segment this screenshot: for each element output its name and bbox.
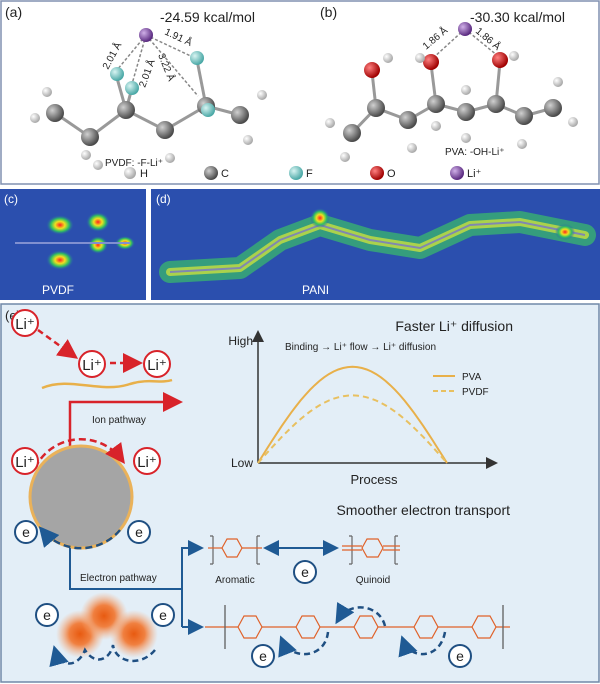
series-line-pvdf — [257, 394, 448, 464]
panel-a-energy: -24.59 kcal/mol — [160, 9, 255, 25]
chart-subtitle: Binding → Li⁺ flow → Li⁺ diffusion — [285, 342, 436, 353]
branch-arrow-aromatic — [181, 540, 204, 627]
chart: Faster Li⁺ diffusion Binding → Li⁺ flow … — [228, 318, 513, 487]
conductive-particles — [49, 592, 158, 668]
electron: e — [151, 603, 175, 627]
benzene-ring — [295, 615, 321, 639]
chart-title: Faster Li⁺ diffusion — [395, 318, 513, 334]
quinoid-label: Quinoid — [356, 575, 390, 586]
electron: e — [14, 520, 38, 544]
quinoid-unit — [342, 535, 400, 565]
panel-d-name: PANI — [302, 283, 329, 297]
li-hopping — [37, 328, 173, 390]
svg-text:Li⁺: Li⁺ — [15, 316, 35, 333]
legend-f: F — [306, 168, 313, 180]
surface-electron-arrow — [38, 526, 121, 550]
pani-chain — [205, 605, 510, 649]
hopping-arrow — [335, 601, 387, 627]
panel-b-label: (b) — [320, 4, 337, 20]
panel-a-caption: PVDF: -F-Li⁺ — [105, 158, 163, 169]
electron-pathway-label: Electron pathway — [80, 573, 157, 584]
svg-text:e: e — [259, 648, 267, 664]
svg-text:e: e — [456, 648, 464, 664]
aromatic-label: Aromatic — [215, 575, 254, 586]
electron: e — [251, 644, 275, 668]
aromatic-unit — [208, 535, 262, 565]
electron-pathway-line — [69, 548, 182, 590]
svg-text:e: e — [22, 524, 30, 540]
electron: e — [293, 560, 317, 584]
panel-b-caption: PVA: -OH-Li⁺ — [445, 147, 505, 158]
svg-text:e: e — [135, 524, 143, 540]
electron: e — [448, 644, 472, 668]
panel-c: (c) PVDF — [0, 189, 146, 300]
hopping-arrow — [278, 631, 330, 658]
panel-d-label: (d) — [156, 192, 171, 206]
panel-e: (e) Li⁺ Li⁺ Li⁺ Ion pathway Li⁺ Li⁺ e e … — [0, 303, 600, 683]
smoother-title: Smoother electron transport — [336, 502, 510, 518]
panel-a-label: (a) — [5, 4, 22, 20]
li-ion: Li⁺ — [11, 447, 39, 475]
panel-c-name: PVDF — [42, 283, 74, 297]
y-tick-high: High — [228, 334, 253, 348]
panel-d: (d) PANI — [151, 189, 600, 300]
li-ion: Li⁺ — [11, 309, 39, 337]
series-line-pva — [257, 365, 448, 464]
legend-o: O — [387, 168, 396, 180]
svg-text:Li⁺: Li⁺ — [147, 357, 167, 374]
svg-text:Li⁺: Li⁺ — [15, 454, 35, 471]
svg-text:Li⁺: Li⁺ — [137, 454, 157, 471]
pva-atoms — [325, 22, 578, 162]
surface-ion-arrow — [33, 437, 125, 469]
panel-ab: (a) -24.59 kcal/mol (b) -30.30 kcal/mol — [0, 0, 600, 185]
legend-label-pva: PVA — [462, 372, 482, 383]
svg-text:e: e — [43, 607, 51, 623]
electron: e — [35, 603, 59, 627]
legend-c: C — [221, 168, 229, 180]
svg-text:e: e — [159, 607, 167, 623]
panel-c-label: (c) — [4, 192, 18, 206]
benzene-ring — [413, 615, 439, 639]
legend-label-pvdf: PVDF — [462, 387, 489, 398]
benzene-ring — [471, 615, 497, 639]
svg-text:Li⁺: Li⁺ — [82, 357, 102, 374]
ion-pathway-arrow — [68, 392, 183, 447]
panel-b-energy: -30.30 kcal/mol — [470, 9, 565, 25]
atom-legend: H C F O Li⁺ — [124, 166, 482, 180]
hopping-arrow — [398, 631, 447, 658]
y-tick-low: Low — [231, 456, 253, 470]
benzene-ring — [237, 615, 263, 639]
benzene-ring — [353, 615, 379, 639]
li-ion: Li⁺ — [143, 350, 171, 378]
pvdf-atoms — [30, 28, 267, 170]
legend-h: H — [140, 168, 148, 180]
legend-li: Li⁺ — [467, 168, 482, 180]
ion-pathway-label: Ion pathway — [92, 415, 146, 426]
li-ion: Li⁺ — [133, 447, 161, 475]
x-axis-label: Process — [351, 472, 398, 487]
svg-text:e: e — [301, 564, 309, 580]
electron: e — [127, 520, 151, 544]
li-ion: Li⁺ — [78, 350, 106, 378]
